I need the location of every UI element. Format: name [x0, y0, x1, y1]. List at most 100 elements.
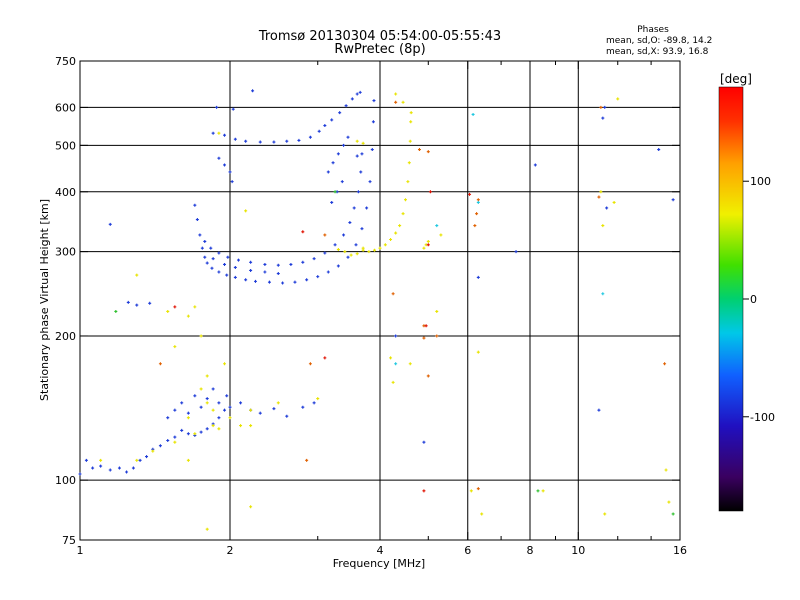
y-tick-label: 300	[55, 246, 76, 259]
data-point	[233, 265, 237, 269]
data-point	[249, 505, 253, 509]
colorbar-tick-label: -100	[750, 411, 775, 424]
data-point	[352, 206, 356, 210]
data-point	[166, 439, 170, 442]
data-point	[422, 336, 426, 340]
data-point	[193, 432, 197, 436]
data-point	[223, 133, 227, 137]
data-point	[473, 224, 477, 228]
data-point	[173, 440, 177, 444]
data-point	[409, 120, 413, 124]
data-point	[360, 152, 364, 156]
x-tick-label: 8	[527, 544, 534, 557]
data-point	[667, 500, 671, 504]
data-point	[333, 190, 337, 194]
data-point	[249, 408, 253, 412]
data-point	[126, 300, 130, 304]
data-point	[236, 258, 240, 262]
data-point	[354, 243, 358, 247]
data-point	[217, 156, 221, 160]
data-point	[330, 200, 334, 204]
data-point	[199, 430, 203, 434]
data-point	[199, 405, 203, 409]
data-point	[323, 356, 327, 360]
data-point	[203, 239, 207, 243]
data-point	[358, 90, 362, 94]
data-point	[346, 255, 350, 259]
y-axis-label: Stationary phase Virtual Height [km]	[38, 199, 51, 401]
data-point	[417, 148, 421, 152]
data-point	[205, 261, 209, 265]
data-point	[367, 250, 371, 254]
data-point	[114, 309, 118, 313]
data-point	[148, 301, 152, 305]
data-point	[408, 362, 412, 366]
series-group	[114, 190, 675, 516]
data-point	[333, 243, 337, 247]
data-point	[331, 161, 335, 165]
data-point	[346, 135, 350, 139]
data-points	[78, 89, 675, 531]
data-point	[301, 230, 305, 234]
data-point	[342, 233, 346, 237]
data-point	[285, 139, 289, 143]
data-point	[131, 466, 135, 470]
data-point	[401, 100, 405, 104]
data-point	[409, 111, 413, 115]
series-group	[158, 100, 667, 491]
data-point	[211, 131, 215, 135]
data-point	[422, 489, 426, 493]
data-point	[612, 200, 616, 204]
data-point	[151, 449, 155, 453]
data-point	[394, 334, 398, 338]
data-point	[435, 224, 439, 228]
data-point	[223, 262, 227, 266]
x-tick-label: 4	[377, 544, 384, 557]
data-point	[217, 401, 221, 405]
chart-title: Tromsø 20130304 05:54:00-05:55:43	[258, 29, 501, 44]
data-point	[297, 138, 301, 142]
data-point	[365, 206, 369, 210]
data-point	[342, 143, 346, 147]
data-point	[272, 407, 276, 411]
data-point	[228, 170, 232, 174]
data-point	[285, 414, 289, 418]
y-tick-label: 600	[55, 101, 76, 114]
data-point	[135, 273, 139, 277]
data-point	[616, 97, 620, 101]
data-point	[226, 255, 230, 259]
data-point	[205, 527, 209, 531]
data-point	[230, 180, 234, 184]
data-point	[360, 227, 364, 231]
data-point	[308, 362, 312, 366]
data-point	[471, 112, 475, 116]
data-point	[233, 137, 237, 141]
data-point	[244, 139, 248, 143]
data-point	[186, 458, 190, 462]
data-point	[276, 401, 280, 405]
data-point	[407, 161, 411, 165]
data-point	[435, 334, 439, 338]
data-point	[361, 246, 365, 250]
data-point	[258, 140, 262, 144]
data-point	[398, 224, 402, 228]
data-point	[605, 206, 609, 210]
data-point	[426, 374, 430, 378]
data-point	[173, 305, 177, 309]
data-point	[145, 455, 149, 459]
data-point	[217, 427, 221, 431]
data-point	[426, 239, 430, 243]
series-group	[99, 92, 671, 531]
data-point	[356, 190, 360, 194]
x-tick-label: 6	[464, 544, 471, 557]
data-point	[389, 237, 393, 241]
data-point	[263, 262, 267, 266]
data-point	[263, 270, 267, 274]
y-tick-label: 100	[55, 474, 76, 487]
y-tick-label: 750	[55, 55, 76, 68]
data-point	[244, 278, 248, 282]
data-point	[326, 170, 330, 174]
data-point	[217, 131, 221, 135]
data-point	[138, 458, 142, 462]
data-point	[84, 458, 88, 462]
